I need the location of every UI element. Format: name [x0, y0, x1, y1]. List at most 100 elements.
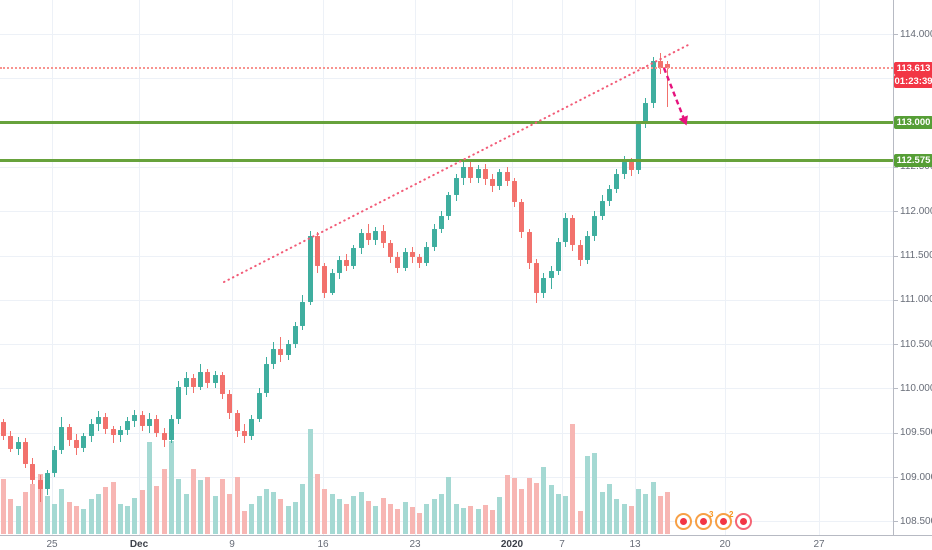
candle-body — [380, 230, 386, 244]
volume-bar — [88, 499, 94, 534]
volume-bar — [351, 496, 357, 534]
candle-body — [373, 230, 379, 240]
volume-bar — [650, 482, 656, 534]
volume-bar — [658, 496, 663, 534]
volume-bar — [336, 499, 342, 534]
volume-bar — [468, 506, 474, 534]
candle-body — [563, 218, 569, 243]
event-icon[interactable] — [734, 512, 752, 530]
level-price-badge: 112.575 — [894, 153, 932, 167]
volume-bar — [628, 506, 634, 534]
horizontal-level-line[interactable] — [0, 158, 893, 162]
volume-bar — [439, 494, 444, 534]
price-axis[interactable]: 114.000113.500113.000112.500112.000111.5… — [893, 0, 932, 535]
horizontal-gridline — [0, 255, 893, 257]
volume-bar — [168, 441, 174, 534]
candle-body — [241, 430, 247, 437]
candle-body — [643, 103, 649, 125]
volume-bar — [198, 480, 204, 534]
level-price-badge: 113.000 — [894, 116, 932, 130]
volume-bar — [44, 496, 50, 534]
volume-bar — [519, 489, 525, 534]
volume-bar — [8, 499, 14, 534]
volume-bar — [504, 475, 510, 534]
event-count-badge: 3 — [709, 509, 714, 519]
volume-bar — [81, 509, 87, 534]
candle-body — [88, 423, 94, 437]
candle-body — [387, 243, 393, 258]
volume-bar — [307, 429, 313, 534]
candle-body — [1, 422, 6, 437]
candle-body — [103, 416, 109, 430]
volume-bar — [490, 510, 496, 534]
candle-body — [212, 375, 218, 384]
candle-body — [44, 473, 50, 490]
candle-body — [59, 427, 65, 451]
horizontal-gridline — [0, 344, 893, 346]
candle-body — [293, 326, 298, 345]
event-dot-icon — [739, 517, 747, 525]
candle-body — [74, 439, 79, 448]
candle-body — [168, 419, 174, 440]
volume-bar — [220, 479, 225, 534]
volume-bar — [241, 511, 247, 534]
volume-bar — [541, 467, 547, 534]
candle-body — [344, 259, 350, 267]
volume-bar — [190, 469, 196, 534]
price-tick-mark — [894, 299, 898, 301]
volume-bar — [125, 506, 131, 534]
event-icon[interactable] — [674, 512, 692, 530]
event-icon[interactable]: 2 — [714, 510, 734, 530]
candle-body — [147, 418, 152, 426]
vertical-gridline — [562, 0, 563, 535]
candle-body — [183, 377, 189, 387]
volume-bar — [636, 489, 642, 534]
price-tick-mark — [894, 34, 898, 35]
candle-body — [402, 251, 408, 268]
volume-bar — [599, 492, 605, 534]
arrow-drawing[interactable] — [662, 67, 686, 120]
candle-body — [431, 228, 437, 247]
candle-body — [176, 386, 182, 420]
volume-bar — [314, 474, 320, 534]
candle-body — [329, 273, 335, 293]
price-tick-mark — [894, 388, 898, 390]
volume-bar — [52, 504, 58, 534]
candle-body — [263, 363, 269, 393]
event-icon[interactable]: 3 — [694, 509, 714, 530]
candle-body — [665, 64, 671, 69]
candle-body — [132, 414, 138, 422]
volume-bar — [512, 478, 517, 534]
candle-body — [351, 248, 357, 267]
volume-bar — [577, 511, 583, 534]
candle-body — [190, 377, 196, 387]
volume-bar — [526, 478, 532, 534]
price-tick-label: 112.000 — [900, 205, 932, 217]
volume-bar — [475, 509, 481, 534]
volume-bar — [110, 482, 116, 534]
vertical-gridline — [725, 0, 726, 535]
volume-bar — [147, 442, 152, 534]
price-tick-label: 108.500 — [900, 515, 932, 527]
vertical-gridline — [232, 0, 233, 535]
horizontal-level-line[interactable] — [0, 121, 893, 125]
candle-body — [358, 233, 364, 249]
candle-body — [278, 348, 284, 355]
candle-body — [198, 372, 204, 387]
trendline-drawing[interactable] — [223, 43, 691, 283]
candle-body — [227, 393, 233, 414]
last-price-line — [0, 67, 893, 70]
price-tick-mark — [894, 344, 898, 346]
volume-bar — [614, 499, 620, 534]
candle-wick — [667, 60, 669, 107]
vertical-gridline — [512, 0, 513, 535]
time-tick-label: Dec — [129, 539, 149, 550]
volume-bar — [373, 506, 379, 534]
price-tick-label: 109.000 — [900, 471, 932, 483]
volume-bar — [293, 502, 298, 534]
volume-bar — [256, 496, 262, 534]
time-axis[interactable]: 25 Dec 9 16 23 2020 7 13 20 27 — [0, 535, 932, 550]
volume-bar — [643, 494, 649, 534]
candle-body — [592, 215, 598, 236]
